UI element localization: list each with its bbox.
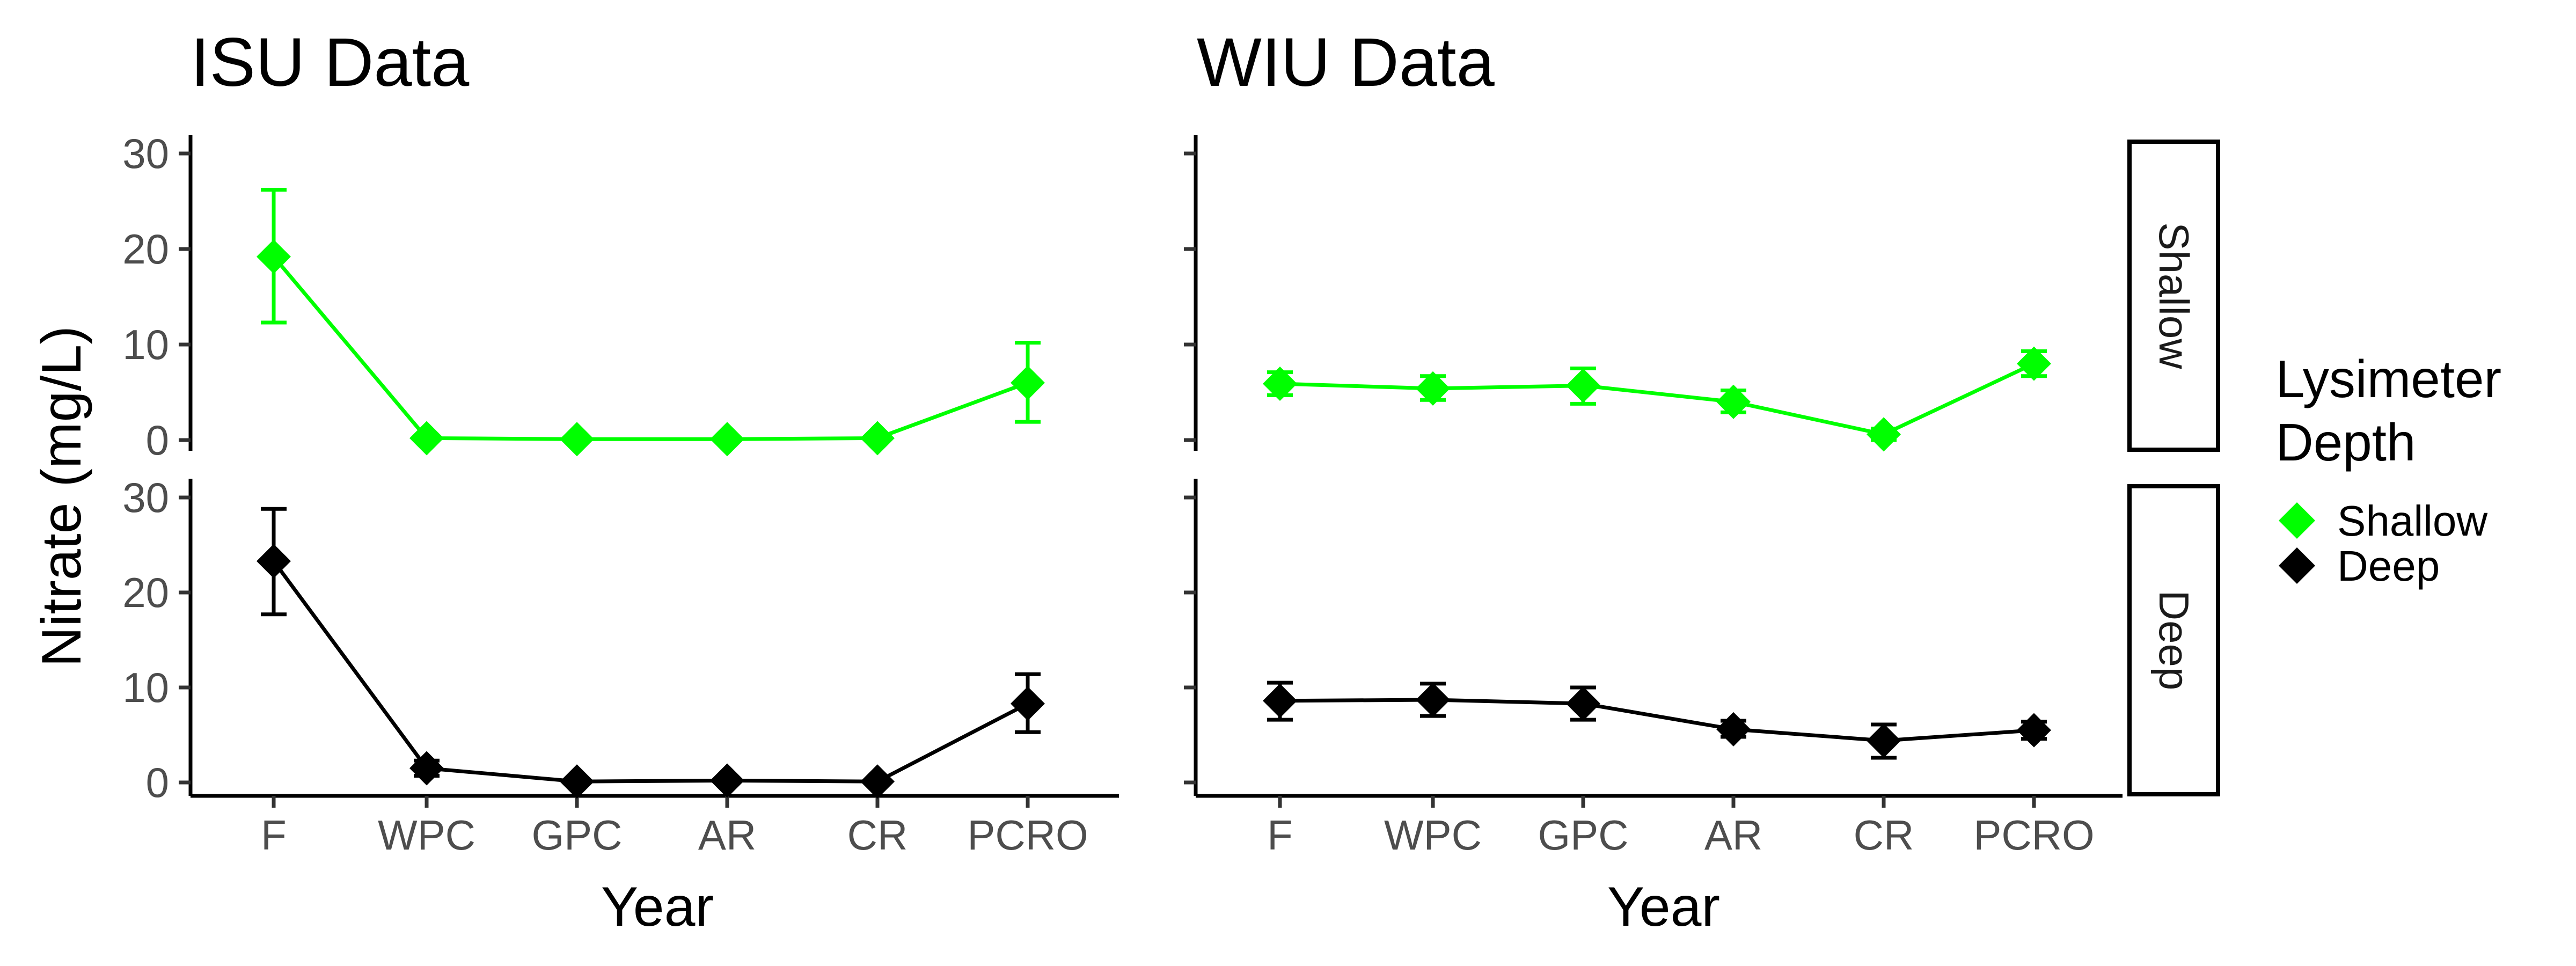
x-tick-label: GPC [531,811,622,859]
data-point [1011,686,1045,721]
x-tick-label: PCRO [967,811,1088,859]
facet-strip-label-deep: Deep [2150,590,2198,690]
panel-axes-isu-shallow: 0 10 20 30 [122,130,193,464]
panel-title-isu: ISU Data [191,24,470,101]
legend-title: Lysimeter Depth [2275,349,2516,472]
legend-label-shallow: Shallow [2337,497,2487,545]
series-line-wiu-shallow [1279,362,2035,436]
panel-axes-wiu-deep: F WPC GPC AR CR PCRO [1184,479,2123,859]
legend-key-shallow [2279,502,2315,539]
x-axis-title-isu: Year [601,876,714,938]
facet-strip-label-shallow: Shallow [2150,222,2198,369]
series-line-isu-shallow [272,255,1029,441]
data-point [1566,368,1600,403]
data-point [1263,366,1297,401]
data-point [409,421,444,456]
y-tick-label: 10 [122,321,169,368]
x-tick-label: F [261,811,287,859]
data-point [710,422,744,457]
panel-axes-wiu-shallow [1184,135,1198,451]
y-tick-label: 20 [122,569,169,616]
x-tick-label: AR [1704,811,1762,859]
data-point [1566,686,1600,721]
data-point [1011,365,1045,400]
x-tick-label: WPC [378,811,475,859]
y-tick-label: 0 [146,759,169,806]
x-tick-label: CR [847,811,908,859]
y-tick-label: 30 [122,474,169,521]
x-tick-label: AR [698,811,756,859]
data-point [710,763,744,798]
y-tick-label: 10 [122,664,169,711]
series-wiu-deep [1263,680,2051,760]
facet-strip-deep [2127,484,2220,796]
series-wiu-shallow [1263,346,2051,452]
data-point [1263,683,1297,718]
legend-item-shallow: Shallow [2279,497,2487,545]
x-tick-label: CR [1854,811,1914,859]
data-point [1716,712,1751,747]
x-tick-label: F [1267,811,1293,859]
data-point [2017,346,2051,381]
data-point [860,421,895,456]
x-tick-label: PCRO [1973,811,2094,859]
facet-strip-shallow [2127,140,2220,452]
data-point [1416,683,1450,718]
y-axis-title: Nitrate (mg/L) [31,326,93,667]
data-point [560,764,594,799]
series-line-isu-deep [272,560,1029,784]
data-point [1867,417,1901,452]
legend-label-deep: Deep [2337,542,2440,590]
data-point [257,239,291,274]
data-point [2017,713,2051,748]
legend-key-deep [2279,547,2315,584]
data-point [560,422,594,457]
panel-title-wiu: WIU Data [1197,24,1495,101]
data-point [257,544,291,579]
data-point [409,751,444,786]
series-line-wiu-deep [1279,698,2035,743]
x-tick-label: WPC [1384,811,1482,859]
x-axis-title-wiu: Year [1607,876,1720,938]
data-point [860,764,895,799]
y-tick-label: 0 [146,416,169,464]
series-isu-deep [257,507,1045,799]
panel-axes-isu-deep: 0 10 20 30 F WPC GPC AR CR PCRO [122,474,1119,859]
y-tick-label: 30 [122,130,169,177]
y-tick-label: 20 [122,225,169,273]
data-point [1716,384,1751,419]
x-tick-label: GPC [1538,811,1628,859]
series-isu-shallow [257,188,1045,457]
data-point [1416,371,1450,406]
data-point [1867,723,1901,758]
legend-item-deep: Deep [2279,542,2440,590]
